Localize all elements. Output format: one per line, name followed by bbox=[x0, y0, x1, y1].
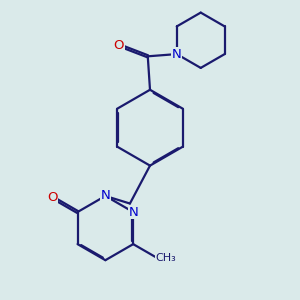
Text: N: N bbox=[128, 206, 138, 218]
Text: O: O bbox=[47, 191, 58, 204]
Text: N: N bbox=[172, 48, 182, 61]
Text: N: N bbox=[100, 190, 110, 202]
Text: CH₃: CH₃ bbox=[156, 253, 177, 262]
Text: O: O bbox=[113, 39, 124, 52]
